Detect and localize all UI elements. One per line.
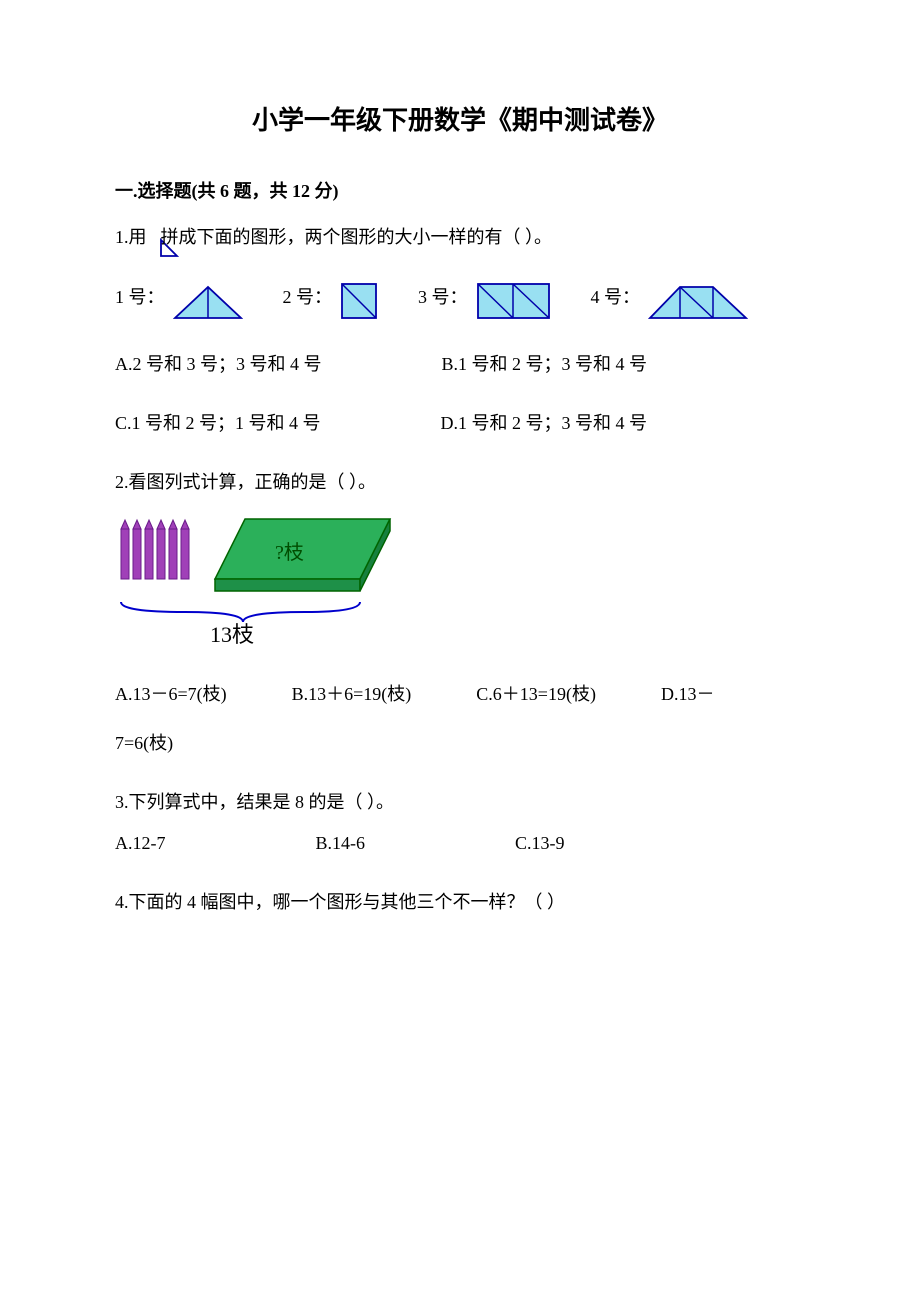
question-2: 2.看图列式计算，正确的是（ ）。 ?枝 13枝 (115, 468, 805, 758)
question-4: 4.下面的 4 幅图中，哪一个图形与其他三个不一样？（ ） (115, 888, 805, 917)
q2-option-b: B.13＋6=19(枝) (292, 680, 412, 709)
shape-4: 4 号： (591, 283, 749, 320)
q1-option-a: A.2 号和 3 号；3 号和 4 号 (115, 350, 322, 379)
shape-3: 3 号： (418, 282, 551, 320)
q1-shapes-row: 1 号： 2 号： 3 号： 4 号： (115, 282, 805, 320)
q3-option-a: A.12-7 (115, 829, 166, 858)
q2-option-d-part2: 7=6(枝) (115, 729, 805, 758)
q4-text: 4.下面的 4 幅图中，哪一个图形与其他三个不一样？（ ） (115, 888, 805, 917)
section-header: 一.选择题(共 6 题，共 12 分) (115, 177, 805, 206)
shape-1: 1 号： (115, 283, 243, 320)
q2-svg: ?枝 13枝 (115, 517, 415, 647)
q1-options-row1: A.2 号和 3 号；3 号和 4 号 B.1 号和 2 号；3 号和 4 号 (115, 350, 805, 379)
shape-1-label: 1 号： (115, 283, 165, 312)
q2-option-a: A.13－6=7(枝) (115, 680, 227, 709)
shape-2-label: 2 号： (283, 283, 333, 312)
q3-option-c: C.13-9 (515, 829, 565, 858)
svg-text:?枝: ?枝 (275, 541, 304, 564)
page-title: 小学一年级下册数学《期中测试卷》 (115, 100, 805, 142)
shape-2-svg (340, 282, 378, 320)
q1-options-row2: C.1 号和 2 号；1 号和 4 号 D.1 号和 2 号；3 号和 4 号 (115, 409, 805, 438)
q2-text: 2.看图列式计算，正确的是（ ）。 (115, 468, 805, 497)
q1-option-b: B.1 号和 2 号；3 号和 4 号 (442, 350, 648, 379)
q1-text: 1.用 拼成下面的图形，两个图形的大小一样的有（ ）。 (115, 223, 805, 267)
shape-1-svg (173, 285, 243, 320)
shape-3-svg (476, 282, 551, 320)
shape-3-label: 3 号： (418, 283, 468, 312)
q1-text-before: 1.用 (115, 227, 147, 247)
svg-text:13枝: 13枝 (210, 622, 254, 647)
shape-4-svg (648, 285, 748, 320)
q2-option-d-part1: D.13－ (661, 680, 715, 709)
q1-text-after: 拼成下面的图形，两个图形的大小一样的有（ ）。 (161, 227, 553, 247)
q3-option-b: B.14-6 (316, 829, 366, 858)
q1-option-d: D.1 号和 2 号；3 号和 4 号 (441, 409, 648, 438)
q1-option-c: C.1 号和 2 号；1 号和 4 号 (115, 409, 321, 438)
q2-option-c: C.6＋13=19(枝) (476, 680, 596, 709)
question-3: 3.下列算式中，结果是 8 的是（ ）。 A.12-7 B.14-6 C.13-… (115, 788, 805, 858)
shape-2: 2 号： (283, 282, 379, 320)
q3-text: 3.下列算式中，结果是 8 的是（ ）。 (115, 788, 805, 817)
q2-options-row: A.13－6=7(枝) B.13＋6=19(枝) C.6＋13=19(枝) D.… (115, 680, 805, 709)
q2-diagram: ?枝 13枝 (115, 517, 805, 656)
q3-options: A.12-7 B.14-6 C.13-9 (115, 829, 805, 858)
shape-4-label: 4 号： (591, 283, 641, 312)
question-1: 1.用 拼成下面的图形，两个图形的大小一样的有（ ）。 1 号： 2 号： 3 … (115, 223, 805, 437)
